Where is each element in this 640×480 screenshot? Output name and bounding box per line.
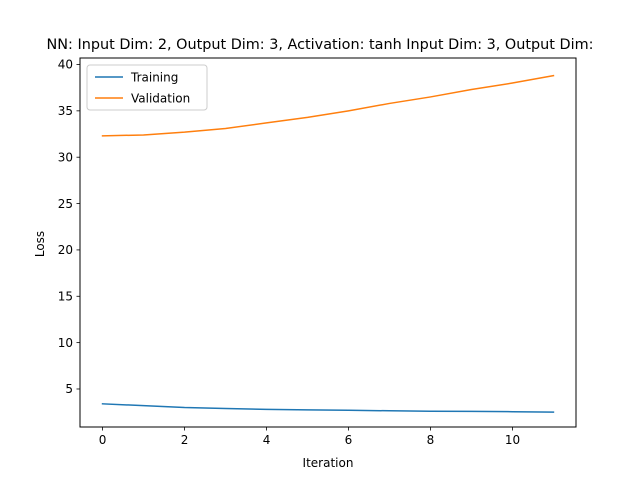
x-tick-label: 4 — [263, 433, 271, 447]
y-axis-ticks: 5 10 15 20 25 30 35 40 — [58, 58, 80, 396]
y-tick-label: 25 — [58, 197, 73, 211]
legend: Training Validation — [86, 64, 208, 111]
x-tick-label: 8 — [427, 433, 435, 447]
y-tick-label: 30 — [58, 150, 73, 164]
legend-label-validation: Validation — [131, 91, 190, 105]
x-tick-label: 0 — [99, 433, 107, 447]
x-tick-label: 10 — [505, 433, 520, 447]
plot-lines — [101, 74, 555, 413]
legend-label-training: Training — [130, 70, 178, 84]
series-line-validation — [101, 74, 555, 137]
y-tick-label: 20 — [58, 243, 73, 257]
x-axis-ticks: 0 2 4 6 8 10 — [99, 427, 520, 447]
y-axis-label: Loss — [33, 231, 47, 257]
x-axis-label: Iteration — [303, 456, 354, 470]
y-tick-label: 5 — [65, 382, 73, 396]
x-tick-label: 2 — [181, 433, 189, 447]
y-tick-label: 15 — [58, 289, 73, 303]
plot-frame — [79, 57, 577, 428]
y-tick-label: 40 — [58, 58, 73, 72]
y-tick-label: 10 — [58, 336, 73, 350]
x-tick-label: 6 — [345, 433, 353, 447]
chart-title: NN: Input Dim: 2, Output Dim: 3, Activat… — [47, 37, 594, 53]
series-line-training — [101, 403, 555, 413]
y-tick-label: 35 — [58, 104, 73, 118]
